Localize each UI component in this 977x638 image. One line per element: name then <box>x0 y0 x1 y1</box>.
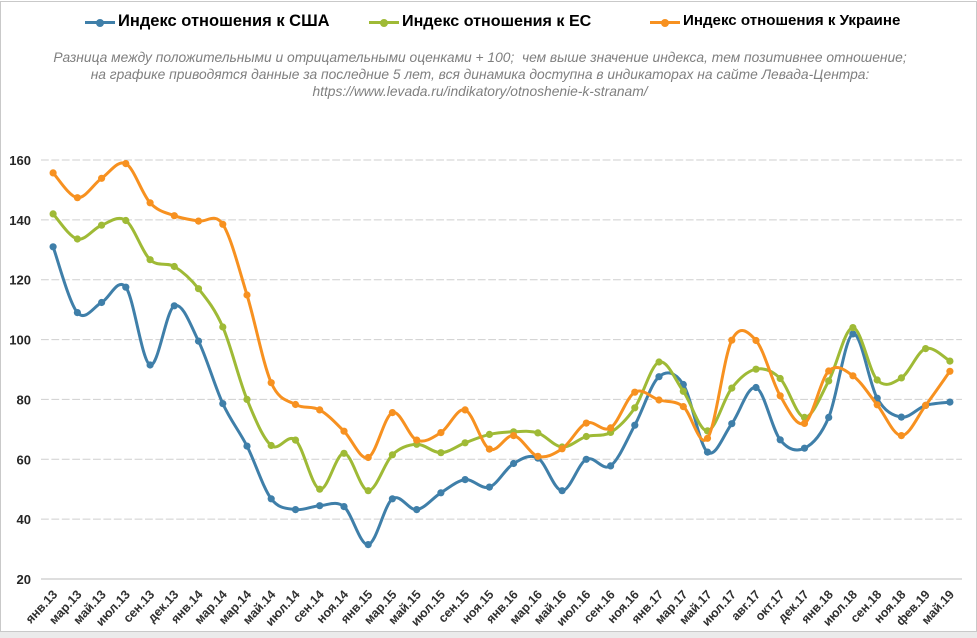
svg-text:80: 80 <box>17 392 31 407</box>
svg-text:20: 20 <box>17 572 31 587</box>
svg-text:60: 60 <box>17 452 31 467</box>
svg-text:160: 160 <box>9 153 31 168</box>
svg-text:100: 100 <box>9 333 31 348</box>
svg-text:40: 40 <box>17 512 31 527</box>
svg-text:140: 140 <box>9 213 31 228</box>
svg-text:120: 120 <box>9 273 31 288</box>
